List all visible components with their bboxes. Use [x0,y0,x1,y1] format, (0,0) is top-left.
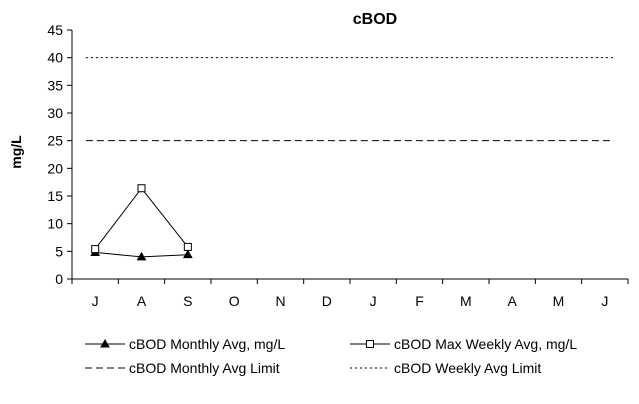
series-layer [85,57,615,261]
series-0 [90,247,193,261]
chart-title: cBOD [353,11,397,28]
legend-swatch-marker [366,340,374,348]
legend-label: cBOD Max Weekly Avg, mg/L [394,336,577,352]
x-tick-label: J [92,293,99,309]
series-line [94,187,189,250]
legend-label: cBOD Monthly Avg, mg/L [129,336,285,352]
legend: cBOD Monthly Avg, mg/L cBOD Max Weekly Av… [85,336,577,376]
x-tick-label: N [275,293,285,309]
x-tick-label: M [460,293,472,309]
x-tick-label: A [507,293,517,309]
series-1 [91,184,192,254]
x-tick-label: D [322,293,332,309]
x-tick-label: O [229,293,240,309]
x-tick-label: S [183,293,192,309]
y-tick-label: 5 [55,243,63,259]
axes: 0 5 10 15 20 25 30 35 40 45 J A S O N D J F M A M J [47,22,629,309]
y-tick-label: 10 [47,216,63,232]
legend-label: cBOD Monthly Avg Limit [129,360,280,376]
x-tick-label: A [137,293,147,309]
y-tick-label: 45 [47,22,63,38]
legend-swatch-marker [100,338,110,348]
x-tick-label: J [601,293,608,309]
y-tick-label: 15 [47,188,63,204]
y-tick-label: 20 [47,160,63,176]
data-point [91,245,100,254]
y-tick-label: 40 [47,50,63,66]
x-tick-label: J [370,293,377,309]
y-tick-label: 30 [47,105,63,121]
data-point [136,251,147,261]
legend-label: cBOD Weekly Avg Limit [394,360,541,376]
y-tick-label: 35 [47,77,63,93]
x-tick-label: F [415,293,424,309]
data-point [137,184,146,193]
legend-item-0: cBOD Monthly Avg, mg/L [85,336,285,352]
y-tick-label: 25 [47,133,63,149]
y-axis-label: mg/L [8,135,24,169]
legend-item-2: cBOD Monthly Avg Limit [85,360,280,376]
data-point [183,242,192,251]
y-tick-label: 0 [55,271,63,287]
legend-item-1: cBOD Max Weekly Avg, mg/L [350,336,577,352]
data-point [182,249,193,259]
x-tick-label: M [553,293,565,309]
legend-item-3: cBOD Weekly Avg Limit [350,360,541,376]
